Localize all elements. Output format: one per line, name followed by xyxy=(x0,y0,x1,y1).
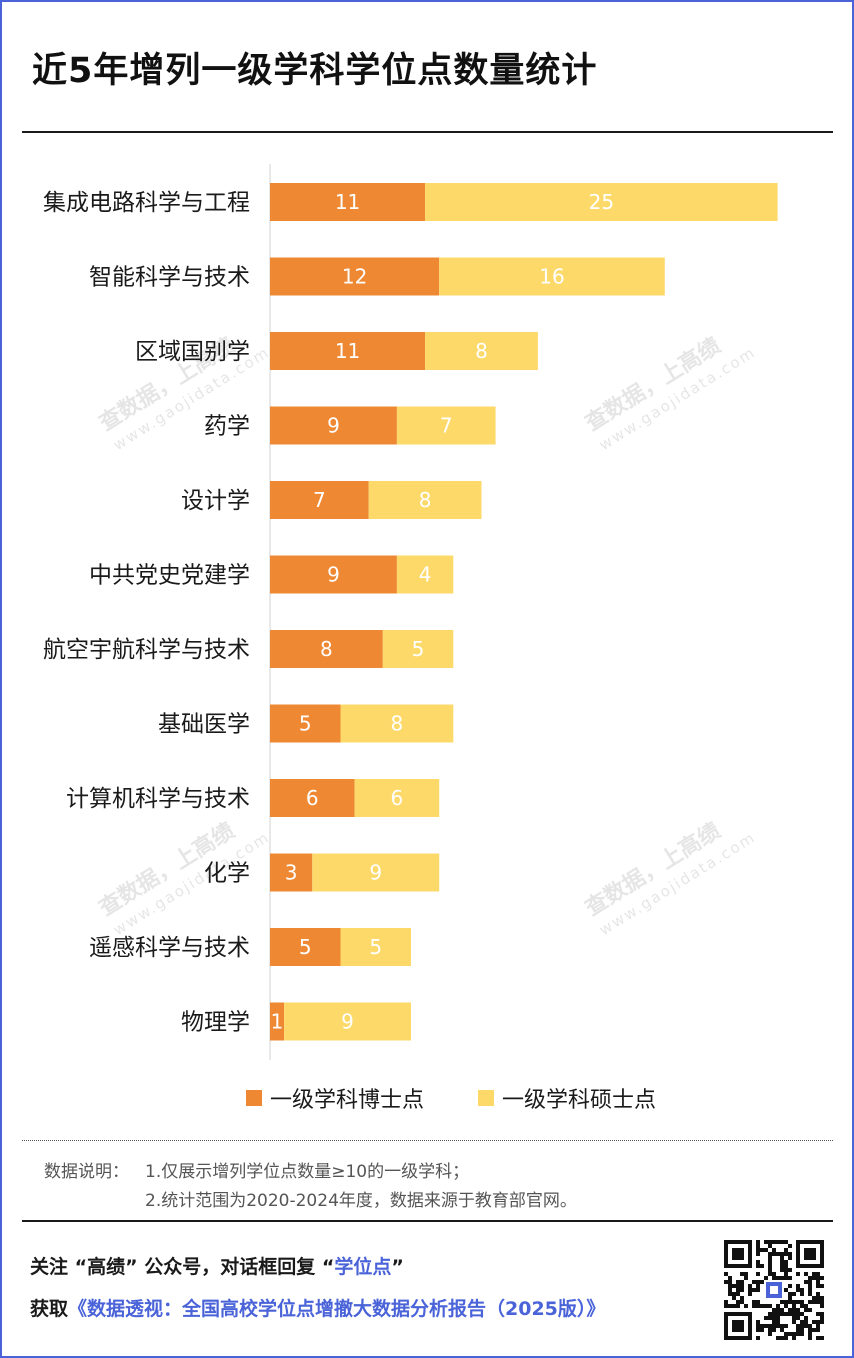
data-label-master: 5 xyxy=(412,637,425,661)
category-label: 遥感科学与技术 xyxy=(89,935,250,961)
bar-phd xyxy=(270,481,369,519)
bar-master xyxy=(396,406,496,445)
category-label: 设计学 xyxy=(181,488,250,514)
category-label: 智能科学与技术 xyxy=(89,265,250,291)
bar-phd xyxy=(270,332,426,370)
bar-phd xyxy=(270,183,426,221)
legend-swatch-master xyxy=(478,1090,494,1106)
data-label-phd: 9 xyxy=(327,414,340,438)
footer-line-2: 获取《数据透视：全国高校学位点增撤大数据分析报告（2025版）》 xyxy=(30,1294,605,1321)
bar-master xyxy=(354,779,440,817)
legend-item-master: 一级学科硕士点 xyxy=(478,1082,656,1114)
data-label-phd: 11 xyxy=(335,339,360,363)
category-label: 计算机科学与技术 xyxy=(66,786,250,812)
category-label: 集成电路科学与工程 xyxy=(43,190,250,216)
data-label-master: 9 xyxy=(369,861,382,885)
footer-line-1-suffix: ” xyxy=(391,1256,404,1278)
footer-line-1: 关注 “高绩” 公众号，对话框回复 “学位点” xyxy=(30,1252,404,1279)
data-label-phd: 3 xyxy=(285,861,298,885)
bar-master xyxy=(396,555,454,594)
legend-label-phd: 一级学科博士点 xyxy=(270,1088,425,1113)
bar-phd xyxy=(270,704,341,743)
bar-master xyxy=(340,928,411,966)
bar-master xyxy=(382,630,454,668)
footer-line-1-prefix: 关注 “高绩” 公众号，对话框回复 “ xyxy=(30,1256,335,1278)
category-label: 中共党史党建学 xyxy=(89,563,250,589)
bar-master xyxy=(439,257,665,296)
footer-report-title: 《数据透视：全国高校学位点增撤大数据分析报告（2025版）》 xyxy=(68,1298,606,1320)
category-label: 区域国别学 xyxy=(135,339,250,365)
bar-phd xyxy=(270,555,397,594)
category-label: 物理学 xyxy=(181,1010,250,1036)
data-label-phd: 5 xyxy=(299,935,312,959)
data-label-master: 7 xyxy=(440,414,453,438)
data-label-master: 5 xyxy=(369,935,382,959)
bar-phd xyxy=(270,406,397,445)
category-label: 化学 xyxy=(204,861,250,887)
category-label: 药学 xyxy=(204,414,250,440)
data-label-master: 8 xyxy=(475,339,488,363)
footer-divider xyxy=(22,1220,833,1222)
data-label-phd: 7 xyxy=(313,488,326,512)
bar-phd xyxy=(270,928,341,966)
bar-phd xyxy=(270,630,383,668)
bar-master xyxy=(340,704,454,743)
data-label-master: 25 xyxy=(589,190,614,214)
data-label-phd: 5 xyxy=(299,712,312,736)
qr-code-icon[interactable] xyxy=(724,1240,824,1340)
legend-label-master: 一级学科硕士点 xyxy=(502,1088,657,1113)
chart-legend: 一级学科博士点 一级学科硕士点 xyxy=(0,1082,854,1114)
bar-master xyxy=(425,332,538,370)
data-label-master: 16 xyxy=(539,265,564,289)
bar-phd xyxy=(270,853,313,892)
notes-label: 数据说明： xyxy=(44,1162,129,1182)
legend-swatch-phd xyxy=(246,1090,262,1106)
data-label-master: 8 xyxy=(391,712,404,736)
data-label-master: 6 xyxy=(391,786,404,810)
data-label-phd: 1 xyxy=(271,1010,284,1034)
category-label: 航空宇航科学与技术 xyxy=(43,637,250,663)
footer-keyword: 学位点 xyxy=(334,1256,392,1278)
data-label-master: 4 xyxy=(419,563,432,587)
bar-phd xyxy=(270,257,440,296)
footer-line-2-prefix: 获取 xyxy=(30,1298,69,1320)
bar-phd xyxy=(270,1002,285,1041)
notes-divider xyxy=(22,1140,833,1141)
data-label-phd: 8 xyxy=(320,637,333,661)
page-title: 近5年增列一级学科学位点数量统计 xyxy=(32,51,598,91)
notes-line-2: 2.统计范围为2020-2024年度，数据来源于教育部官网。 xyxy=(145,1191,577,1211)
bar-master xyxy=(425,183,778,221)
bar-master xyxy=(312,853,440,892)
legend-item-phd: 一级学科博士点 xyxy=(246,1082,424,1114)
bar-phd xyxy=(270,779,355,817)
data-label-phd: 9 xyxy=(327,563,340,587)
bar-master xyxy=(284,1002,411,1041)
data-label-master: 8 xyxy=(419,488,432,512)
notes-line-1: 1.仅展示增列学位点数量≥10的一级学科； xyxy=(145,1162,470,1182)
data-label-phd: 6 xyxy=(306,786,319,810)
category-label: 基础医学 xyxy=(158,712,250,738)
data-label-phd: 12 xyxy=(342,265,367,289)
title-divider xyxy=(22,131,833,133)
data-label-phd: 11 xyxy=(335,190,360,214)
data-label-master: 9 xyxy=(341,1010,354,1034)
bar-master xyxy=(368,481,482,519)
